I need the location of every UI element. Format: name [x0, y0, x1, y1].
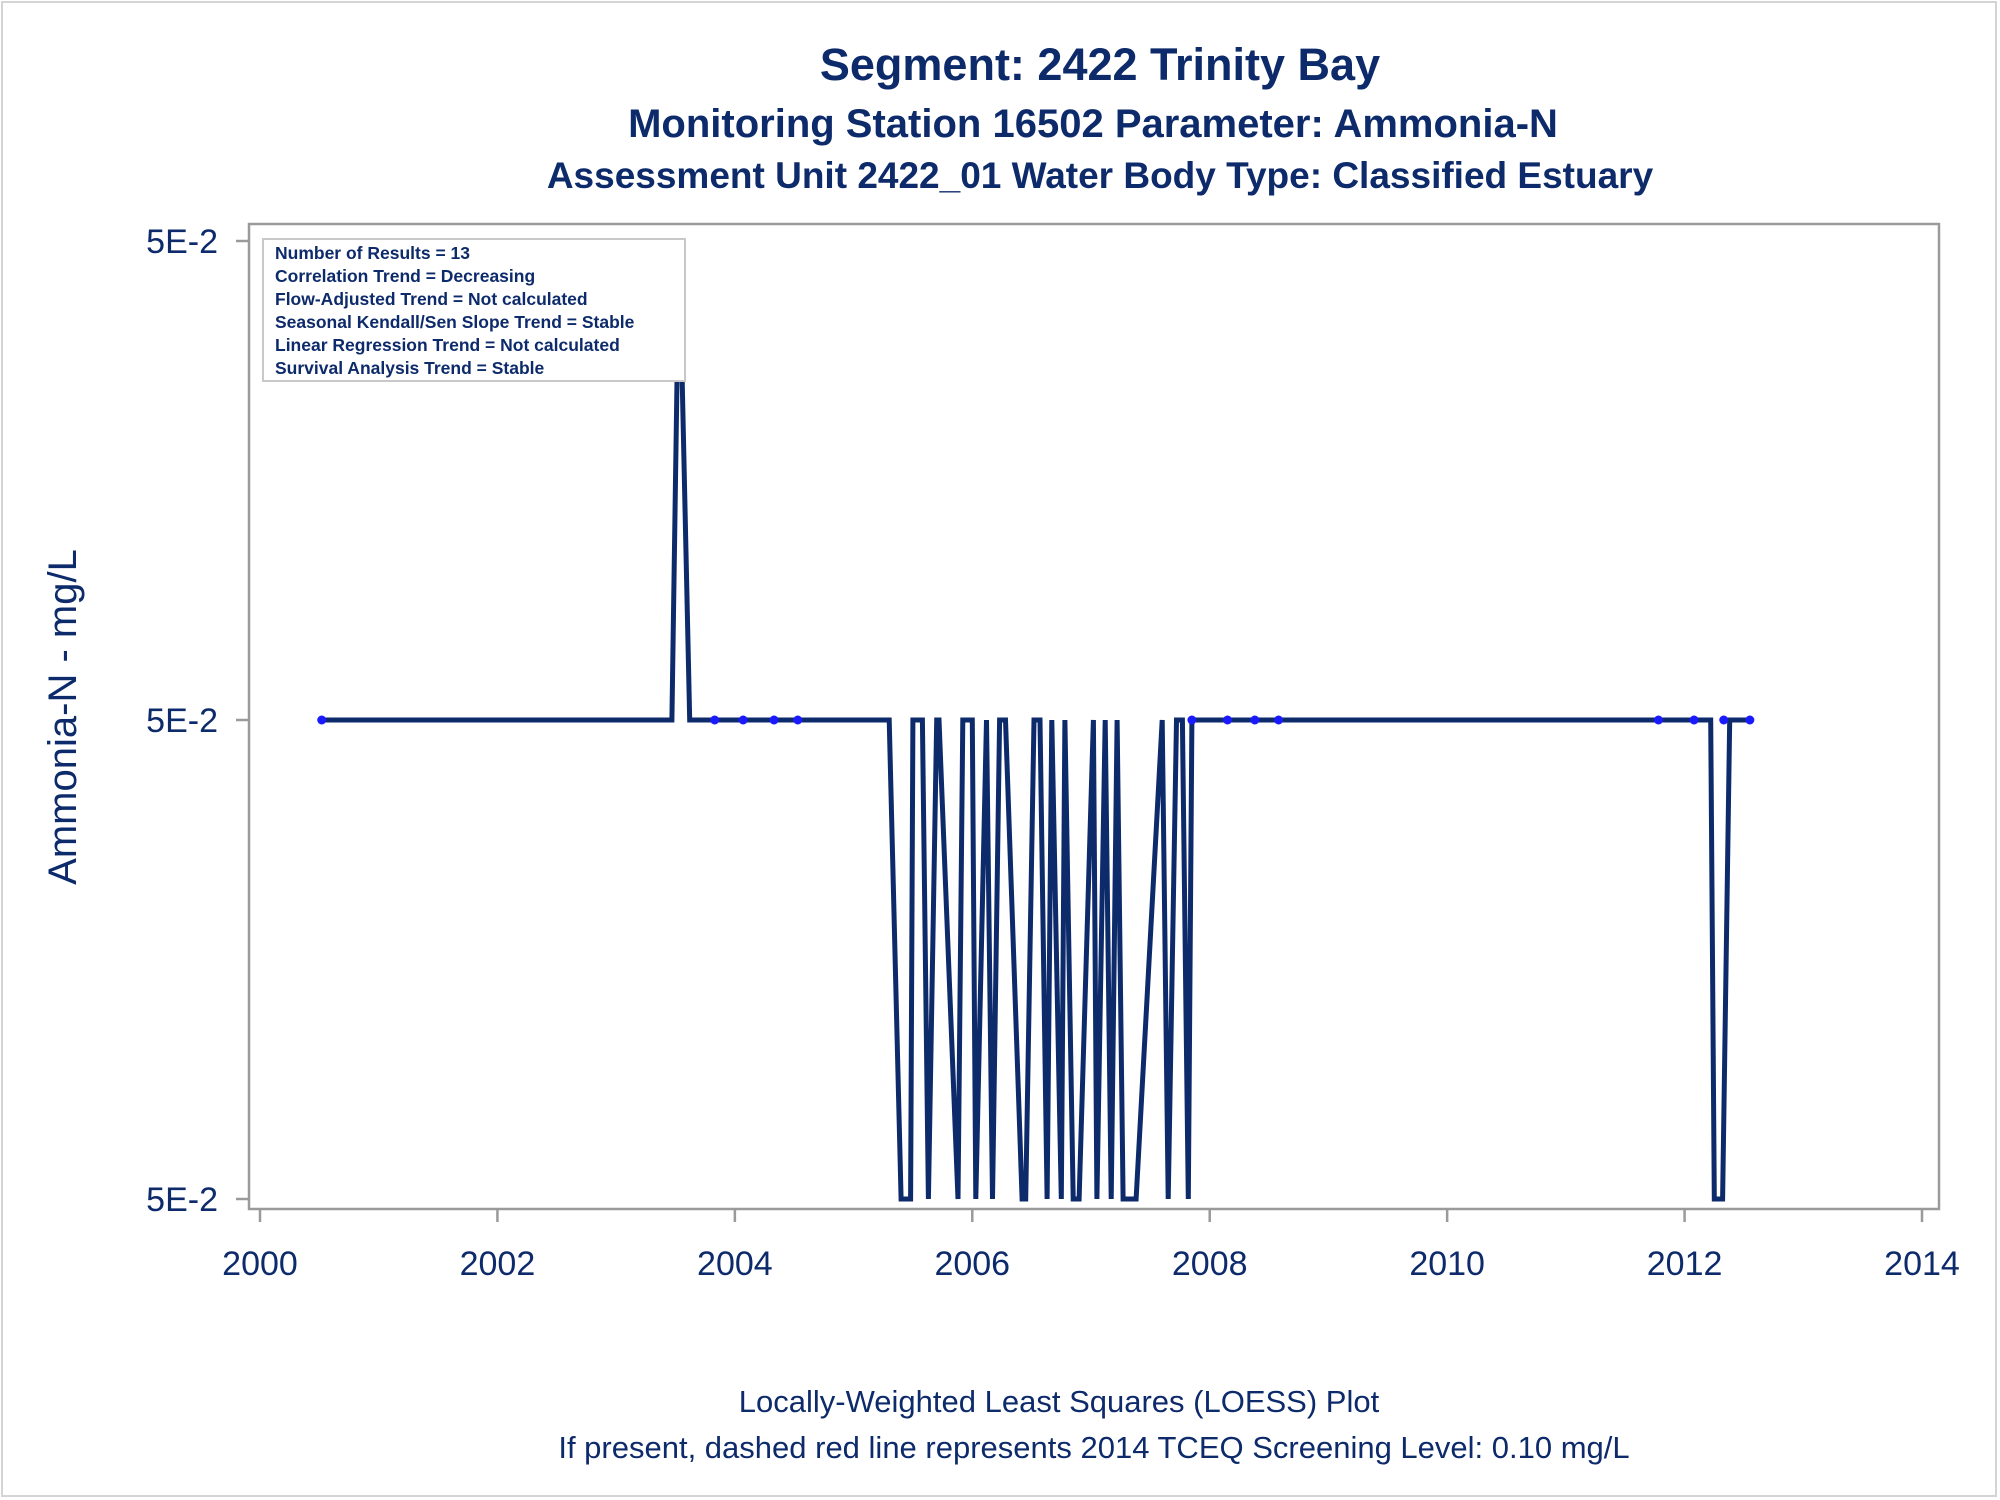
series-layer	[317, 240, 1755, 1202]
stats-box-frame	[262, 238, 686, 382]
footnote-loess: Locally-Weighted Least Squares (LOESS) P…	[739, 1384, 1380, 1419]
observation-point	[1274, 715, 1284, 725]
y-axis: 5E-2 5E-2 5E-2	[146, 223, 249, 1219]
footnote-screening-level: If present, dashed red line represents 2…	[558, 1430, 1629, 1465]
x-tick-label: 2008	[1172, 1245, 1248, 1283]
observation-point	[1653, 715, 1663, 725]
y-tick-label: 5E-2	[146, 1181, 218, 1219]
stat-seasonal-kendall-trend: Seasonal Kendall/Sen Slope Trend = Stabl…	[275, 312, 635, 332]
observation-point	[710, 715, 720, 725]
observation-point	[1250, 715, 1260, 725]
observation-point	[317, 715, 327, 725]
chart-title: Segment: 2422 Trinity Bay	[820, 39, 1380, 90]
x-tick-label: 2012	[1647, 1245, 1723, 1283]
observation-point	[1719, 715, 1729, 725]
y-tick-label: 5E-2	[146, 223, 218, 261]
stat-number-of-results: Number of Results = 13	[275, 243, 470, 263]
x-tick-label: 2010	[1409, 1245, 1485, 1283]
observation-point	[1745, 715, 1755, 725]
stat-correlation-trend: Correlation Trend = Decreasing	[275, 266, 535, 286]
x-tick-label: 2000	[222, 1245, 298, 1283]
stat-linear-regression-trend: Linear Regression Trend = Not calculated	[275, 335, 620, 355]
chart-subtitle: Monitoring Station 16502 Parameter: Ammo…	[628, 102, 1558, 146]
observation-point	[738, 715, 748, 725]
plot-area	[247, 222, 1941, 1211]
loess-line	[321, 240, 1750, 1202]
x-tick-label: 2002	[460, 1245, 536, 1283]
stat-survival-analysis-trend: Survival Analysis Trend = Stable	[275, 358, 545, 378]
observation-point	[769, 715, 779, 725]
y-axis-label: Ammonia-N - mg/L	[41, 549, 85, 885]
observation-point	[1223, 715, 1233, 725]
x-axis: 2000 2002 2004 2006 2008 2010 2012 2014	[222, 1209, 1960, 1283]
observation-point	[1689, 715, 1699, 725]
x-tick-label: 2006	[934, 1245, 1010, 1283]
chart-subtitle-2: Assessment Unit 2422_01 Water Body Type:…	[547, 155, 1654, 196]
x-tick-label: 2014	[1884, 1245, 1960, 1283]
stats-box: Number of Results = 13 Correlation Trend…	[262, 238, 686, 382]
observation-point	[793, 715, 803, 725]
x-tick-label: 2004	[697, 1245, 773, 1283]
observation-point	[1187, 715, 1197, 725]
y-tick-label: 5E-2	[146, 702, 218, 740]
stat-flow-adjusted-trend: Flow-Adjusted Trend = Not calculated	[275, 289, 588, 309]
